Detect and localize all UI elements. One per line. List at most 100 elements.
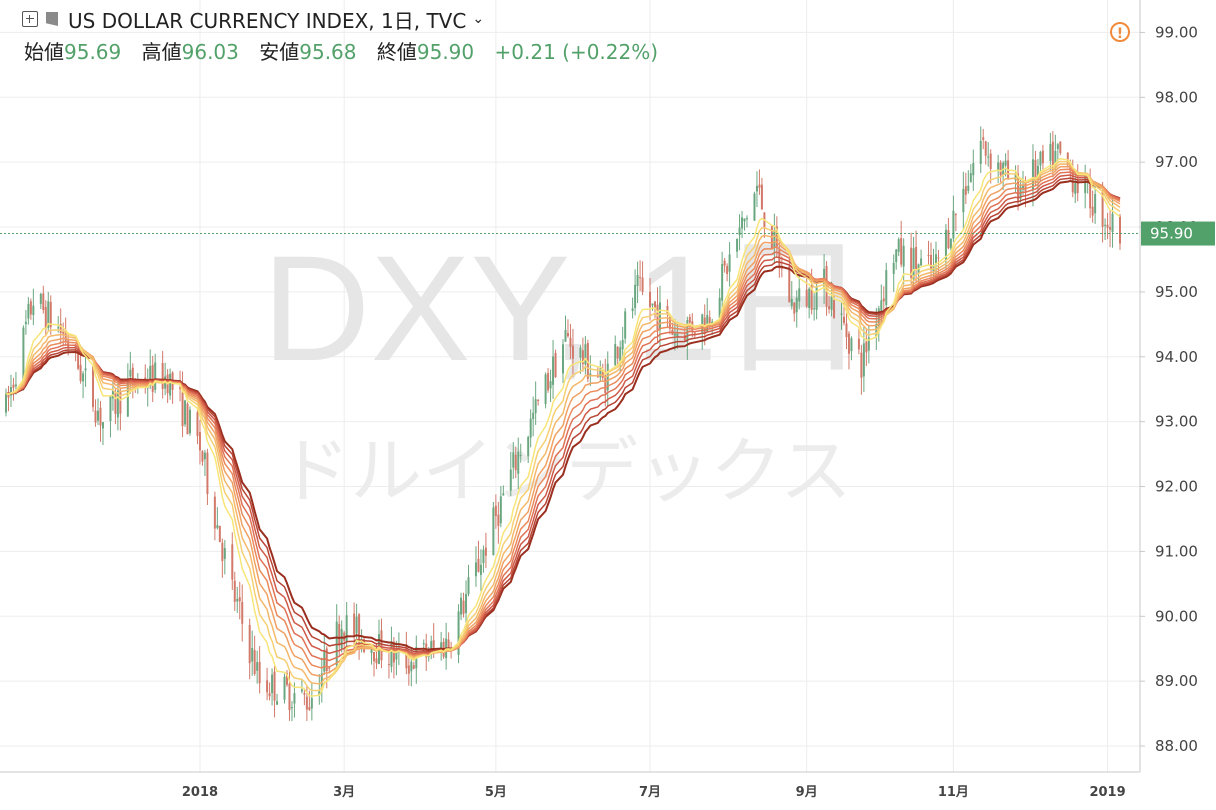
candle-body — [666, 305, 669, 315]
candle-body — [27, 303, 30, 319]
candle-body — [206, 452, 209, 495]
candle-body — [529, 418, 532, 438]
moving-average-line-8 — [5, 177, 1121, 653]
candle-body — [743, 218, 746, 222]
candle-body — [457, 611, 460, 655]
chevron-down-icon[interactable]: ⌄ — [472, 11, 485, 27]
candle-body — [972, 163, 975, 176]
candle-body — [967, 185, 970, 191]
candle-body — [375, 658, 378, 664]
candle-body — [631, 308, 634, 312]
candle-body — [828, 306, 831, 310]
candle-body — [989, 153, 992, 169]
candle-body — [1106, 224, 1109, 228]
price-tick-label: 91.00 — [1155, 542, 1198, 560]
candle-body — [1066, 152, 1069, 166]
time-tick-label: 11月 — [938, 785, 969, 800]
candle-body — [241, 601, 244, 624]
candle-body — [44, 306, 47, 330]
candle-body — [755, 185, 758, 192]
candle-body — [360, 639, 363, 646]
candle-body — [571, 345, 574, 359]
candle-body — [198, 432, 201, 451]
candle-body — [875, 323, 878, 337]
candle-body — [24, 321, 27, 325]
candle-body — [790, 298, 793, 306]
moving-average-line-9 — [5, 179, 1121, 651]
candle-body — [564, 329, 567, 342]
price-tick-label: 93.00 — [1155, 413, 1198, 431]
candle-body — [101, 422, 104, 429]
candle-body — [492, 507, 495, 556]
candle-body — [22, 327, 25, 382]
candle-body — [658, 302, 661, 330]
candle-body — [624, 311, 627, 339]
candle-body — [554, 352, 557, 378]
candle-body — [823, 268, 826, 287]
candle-body — [840, 313, 843, 315]
low-label: 安値 — [259, 40, 300, 64]
candle-body — [460, 597, 463, 615]
candle-body — [596, 376, 599, 378]
candle-body — [753, 193, 756, 221]
candle-body — [266, 680, 269, 693]
symbol-title[interactable]: US DOLLAR CURRENCY INDEX, 1日, TVC — [68, 8, 467, 33]
candle-body — [706, 315, 709, 332]
candle-body — [584, 344, 587, 365]
candle-body — [258, 661, 261, 684]
alert-icon[interactable]: ! — [1110, 22, 1130, 42]
candle-body — [410, 661, 413, 672]
candle-body — [726, 266, 729, 274]
expand-icon[interactable] — [22, 11, 38, 27]
candle-body — [793, 302, 796, 314]
candle-body — [345, 615, 348, 642]
candle-body — [79, 364, 82, 382]
candle-body — [810, 285, 813, 311]
candle-body — [216, 525, 219, 529]
candle-body — [676, 331, 679, 338]
candle-body — [300, 689, 303, 692]
candle-body — [387, 663, 390, 665]
candle-body — [482, 549, 485, 564]
candle-body — [1094, 193, 1097, 214]
candle-body — [59, 324, 62, 333]
candle-body — [736, 238, 739, 252]
candle-body — [179, 387, 182, 389]
candle-body — [723, 260, 726, 266]
candle-body — [949, 238, 952, 249]
candle-body — [999, 162, 1002, 176]
candle-body — [407, 665, 410, 674]
candle-body — [405, 644, 408, 669]
candle-body — [1054, 150, 1057, 168]
candle-body — [718, 297, 721, 318]
candle-body — [305, 696, 308, 710]
candle-body — [39, 293, 42, 304]
candle-body — [979, 140, 982, 165]
candle-body — [997, 162, 1000, 171]
candle-body — [969, 173, 972, 183]
candle-body — [129, 369, 132, 377]
candle-body — [196, 412, 199, 436]
candle-body — [390, 641, 393, 667]
candle-body — [1039, 151, 1042, 166]
candle-body — [97, 410, 100, 421]
candle-body — [656, 304, 659, 331]
price-tick-label: 97.00 — [1155, 153, 1198, 171]
candle-body — [320, 673, 323, 689]
candle-body — [131, 367, 134, 386]
time-axis: 2018 3月 5月 7月 9月 11月 2019 — [182, 785, 1126, 800]
candle-body — [544, 374, 547, 405]
candle-body — [92, 366, 95, 408]
candle-body — [547, 373, 550, 391]
candle-body — [857, 338, 860, 350]
candle-body — [62, 331, 65, 334]
candle-body — [285, 673, 288, 685]
time-tick-label: 3月 — [333, 785, 355, 800]
candle-body — [910, 247, 913, 278]
candle-body — [514, 454, 517, 471]
candle-body — [109, 396, 112, 421]
candle-body — [619, 347, 622, 362]
price-tick-label: 94.00 — [1155, 348, 1198, 366]
candle-body — [9, 387, 12, 396]
